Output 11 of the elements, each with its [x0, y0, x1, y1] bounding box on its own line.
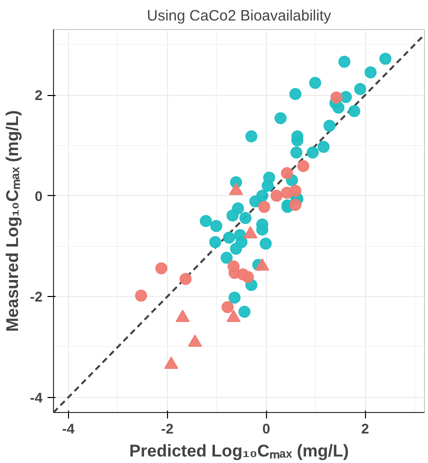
- y-tick-label: 0: [34, 188, 43, 204]
- x-tick-label: -2: [161, 420, 174, 436]
- x-tick-label: -4: [62, 420, 75, 436]
- x-axis-title: Predicted Log₁₀Cₘₐₓ (mg/L): [129, 442, 349, 460]
- x-tick-label: 2: [361, 420, 370, 436]
- y-tick-label: 2: [34, 87, 43, 104]
- y-axis-title: Measured Log₁₀Cₘₐₓ (mg/L): [3, 110, 22, 332]
- y-tick-label: -4: [30, 389, 43, 406]
- x-tick-label: 0: [262, 420, 270, 436]
- y-tick-label: -2: [30, 288, 43, 305]
- chart-title: Using CaCo2 Bioavailability: [146, 8, 332, 24]
